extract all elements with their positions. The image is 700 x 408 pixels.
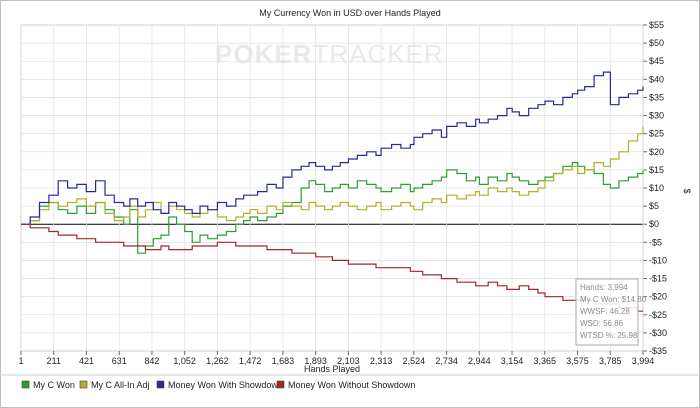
x-tick-label: 2,734 <box>435 356 458 366</box>
y-tick-label: -$5 <box>649 237 662 247</box>
x-axis-title: Hands Played <box>304 364 360 374</box>
series-line-4 <box>21 223 643 312</box>
tooltip-line: WTSD %: 25.98 <box>580 331 638 340</box>
x-tick-label: 1,472 <box>239 356 262 366</box>
y-tick-label: $30 <box>649 111 664 121</box>
y-tick-label: $50 <box>649 38 664 48</box>
x-tick-label: 3,154 <box>501 356 524 366</box>
y-tick-label: -$30 <box>649 328 667 338</box>
y-tick-label: $20 <box>649 147 664 157</box>
y-tick-label: $0 <box>649 219 659 229</box>
legend-label: My C All-In Adj <box>91 380 150 390</box>
tooltip-box <box>575 278 639 346</box>
x-tick-label: 2,313 <box>370 356 393 366</box>
series-line-3 <box>21 71 644 225</box>
y-tick-label: $40 <box>649 74 664 84</box>
y-tick-label: $5 <box>649 201 659 211</box>
x-tick-label: 2,944 <box>468 356 491 366</box>
y-tick-label: -$35 <box>649 346 667 356</box>
x-tick-label: 211 <box>47 356 61 366</box>
y-tick-label: $55 <box>649 20 664 30</box>
chart-title: My Currency Won in USD over Hands Played <box>259 8 440 18</box>
legend-swatch <box>156 380 165 389</box>
x-tick-label: 1,052 <box>173 356 196 366</box>
watermark: POKERTRACKER <box>215 39 444 69</box>
y-tick-label: $25 <box>649 129 664 139</box>
y-tick-label: $45 <box>649 56 664 66</box>
tooltip-line: My C Won: $14.80 <box>580 295 647 304</box>
x-tick-label: 1,683 <box>272 356 295 366</box>
legend-label: Money Won Without Showdown <box>288 380 415 390</box>
x-tick-label: 3,994 <box>632 356 655 366</box>
y-tick-label: $10 <box>649 183 664 193</box>
x-tick-label: 3,785 <box>599 356 622 366</box>
watermark-light: TRACKER <box>312 39 443 69</box>
x-tick-label: 842 <box>144 356 159 366</box>
tooltip-line: WWSF: 46.28 <box>580 307 630 316</box>
y-tick-label: -$20 <box>649 292 667 302</box>
legend-swatch <box>21 380 30 389</box>
y-tick-label: $35 <box>649 92 664 102</box>
x-tick-label: 2,103 <box>337 356 360 366</box>
y-tick-label: -$10 <box>649 255 667 265</box>
y-tick-label: -$15 <box>649 274 667 284</box>
x-tick-label: 3,575 <box>566 356 589 366</box>
y-tick-label: -$25 <box>649 310 667 320</box>
watermark-bold: POKER <box>215 39 312 69</box>
x-tick-label: 1,893 <box>304 356 327 366</box>
legend-swatch <box>79 380 88 389</box>
y-tick-label: $15 <box>649 165 664 175</box>
x-tick-label: 421 <box>79 356 94 366</box>
x-tick-label: 3,365 <box>534 356 557 366</box>
x-tick-label: 631 <box>112 356 127 366</box>
legend-label: My C Won <box>33 380 75 390</box>
tooltip-line: Hands: 3,994 <box>580 283 628 292</box>
x-tick-label: 1 <box>18 356 23 366</box>
legend-label: Money Won With Showdown <box>168 380 283 390</box>
legend-swatch <box>276 380 285 389</box>
x-tick-label: 2,524 <box>403 356 426 366</box>
tooltip-line: WSD: 56.86 <box>580 319 624 328</box>
x-tick-label: 1,262 <box>206 356 229 366</box>
y-axis-title: $ <box>682 188 692 193</box>
